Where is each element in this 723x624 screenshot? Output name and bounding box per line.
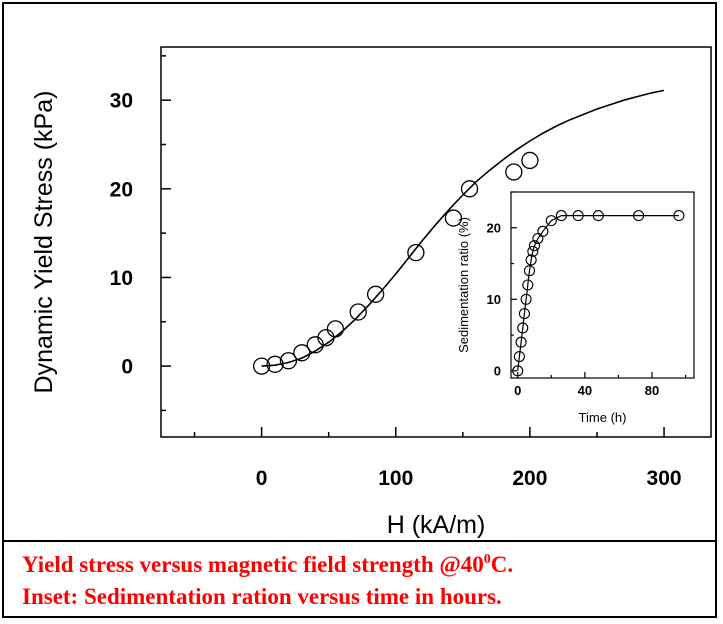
caption-line-1-superscript: 0 [483, 552, 491, 567]
caption-line-1-end: C. [490, 552, 514, 577]
figure-frame [2, 2, 717, 618]
main-data-point [317, 329, 335, 347]
inset-plot-frame [510, 191, 695, 379]
caption-line-1: Yield stress versus magnetic field stren… [22, 552, 723, 578]
main-data-point [279, 352, 298, 370]
main-data-point [252, 357, 271, 375]
main-x-tick-label: 300 [647, 467, 682, 490]
inset-x-tick-label: 40 [578, 383, 592, 398]
main-data-point [505, 163, 523, 181]
inset-fit-line [517, 215, 679, 371]
inset-data-point [633, 210, 645, 222]
inset-y-tick-label: 0 [494, 364, 501, 379]
main-y-tick-label: 30 [110, 90, 133, 113]
inset-data-point [523, 265, 536, 277]
inset-plot-background [511, 192, 694, 378]
inset-x-tick-label: 80 [645, 383, 659, 398]
inset-data-point [518, 308, 530, 320]
inset-data-point [512, 365, 524, 377]
inset-data-point [525, 254, 537, 266]
main-data-point [293, 344, 311, 362]
main-x-axis-title: H (kA/m) [387, 511, 486, 539]
main-data-point [521, 151, 539, 170]
main-data-point [460, 180, 479, 198]
main-data-point [407, 243, 425, 262]
inset-plot: 0 10 20 0 40 80 Time (h) Sedimentation ratio (%… [456, 191, 695, 425]
main-y-tick-label: 10 [110, 267, 133, 290]
inset-y-tick-label: 10 [487, 292, 501, 307]
main-data-point [326, 320, 345, 338]
main-x-tick-label: 0 [256, 467, 268, 490]
main-plot-frame [160, 46, 712, 438]
caption-line-2: Inset: Sedimentation ration versus time … [22, 584, 502, 609]
inset-y-tick-label: 20 [487, 220, 501, 235]
main-data-point [266, 355, 284, 373]
inset-data-point [513, 350, 525, 363]
main-data-point [349, 303, 367, 321]
main-y-axis-title: Dynamic Yield Stress (kPa) [30, 91, 58, 394]
main-data-point [444, 209, 463, 227]
main-data-point [366, 285, 385, 303]
main-y-tick-label: 20 [110, 178, 133, 201]
main-fit-line [261, 89, 665, 367]
inset-data-point [527, 245, 539, 257]
main-x-tick-label: 200 [512, 467, 547, 490]
inset-x-tick-label: 0 [514, 383, 521, 398]
main-y-tick-label: 0 [121, 356, 133, 379]
inset-data-point [572, 210, 584, 222]
inset-data-point [517, 322, 529, 334]
inset-data-point [592, 210, 604, 222]
inset-x-axis-title: Time (h) [579, 410, 627, 425]
inset-data-point [673, 210, 685, 222]
inset-data-point [520, 293, 532, 305]
inset-data-point [515, 336, 527, 348]
inset-data-point [545, 215, 557, 227]
main-x-tick-label: 100 [378, 467, 413, 490]
caption-line-1-main: Yield stress versus magnetic field stren… [22, 552, 484, 577]
inset-data-point [528, 240, 541, 252]
inset-data-point [522, 279, 534, 291]
caption-divider [2, 540, 717, 542]
inset-data-point [537, 225, 549, 237]
inset-data-point [555, 210, 567, 222]
inset-y-axis-title: Sedimentation ratio (%) [456, 217, 471, 353]
